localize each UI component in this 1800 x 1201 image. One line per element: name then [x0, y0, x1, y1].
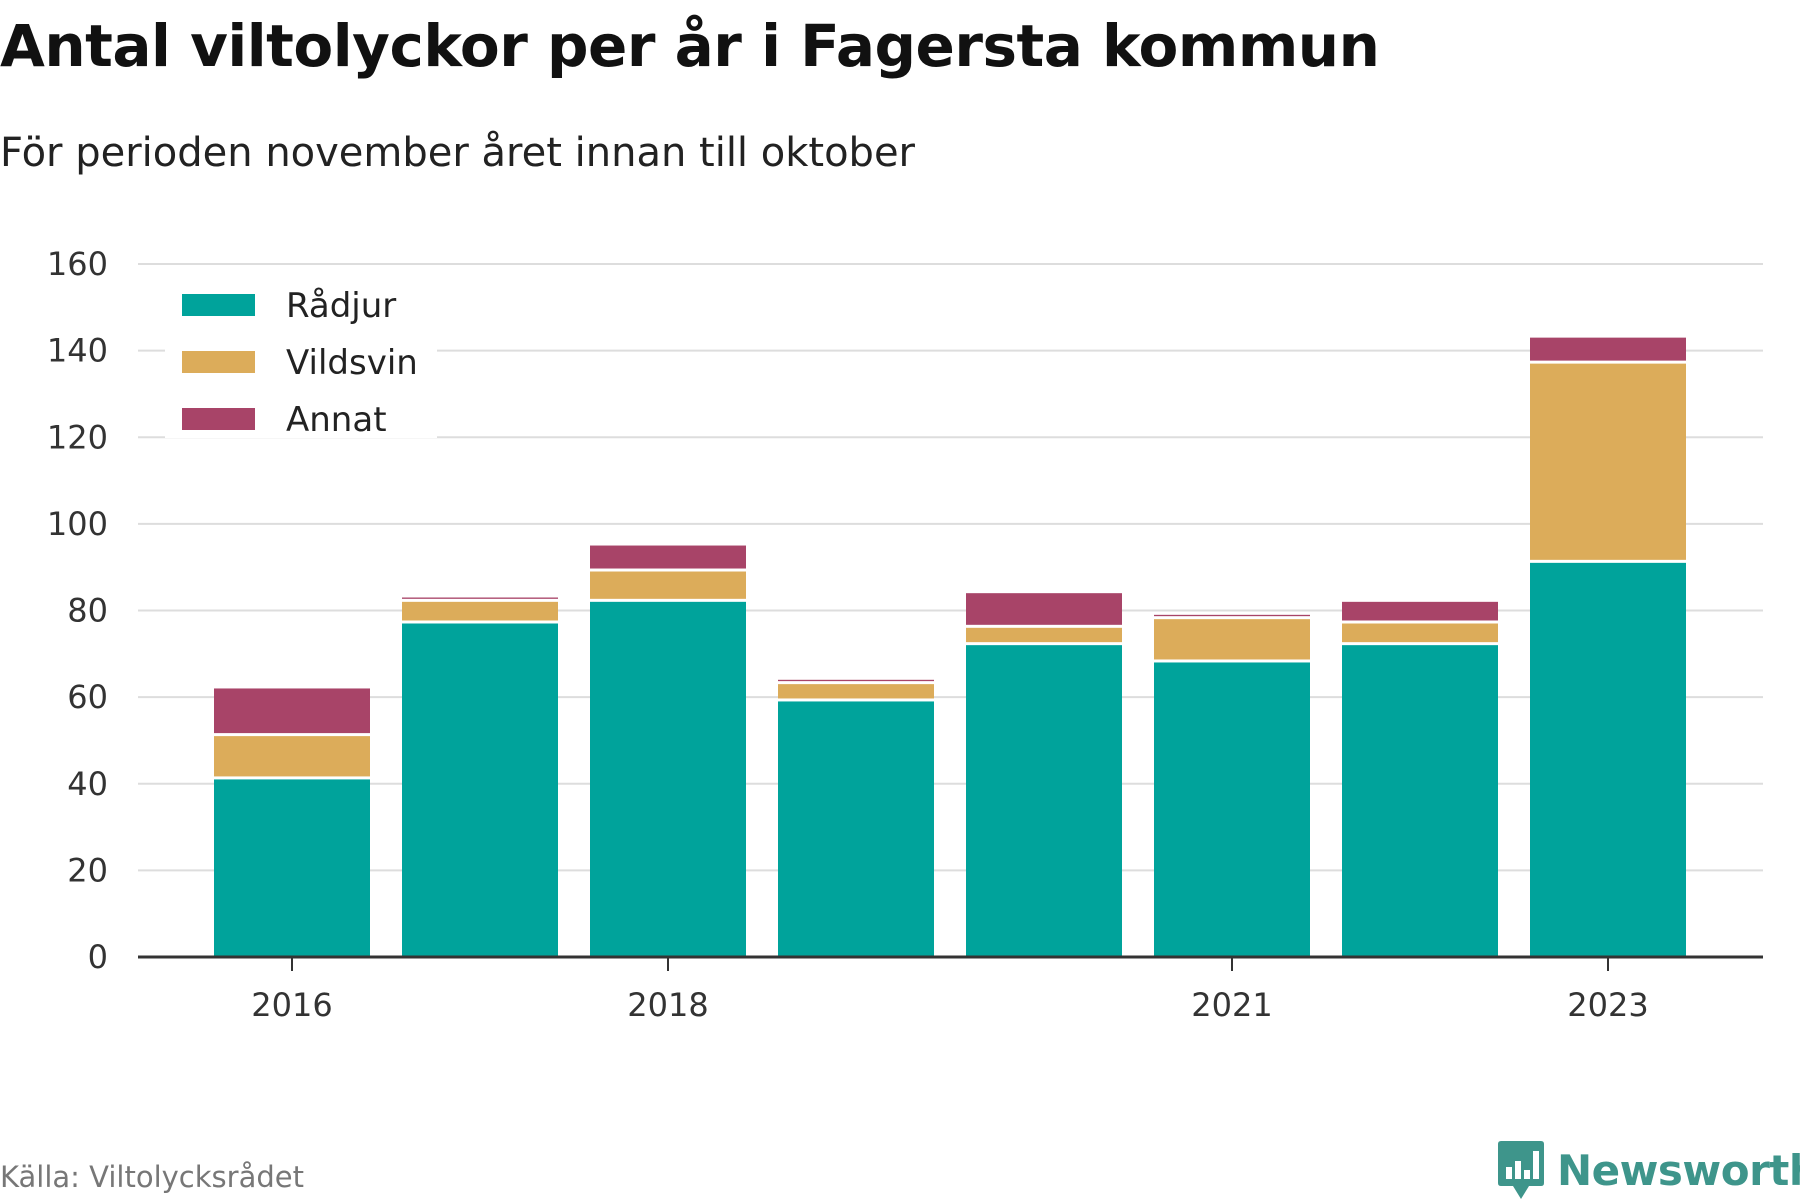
- bar-segment-vildsvin: [214, 736, 370, 777]
- bar-segment-vildsvin: [1342, 623, 1498, 643]
- legend-swatch-vildsvin: [182, 351, 255, 373]
- bar-segment-vildsvin: [778, 684, 934, 699]
- y-tick-label: 80: [67, 592, 108, 630]
- newsworthy-logo-icon: [1498, 1141, 1544, 1199]
- brand: Newsworthy: [1497, 1139, 1800, 1201]
- y-tick-label: 60: [67, 678, 108, 716]
- y-tick-label: 20: [67, 851, 108, 889]
- y-axis-ticks: 0 20 40 60 80 100 120 140 160: [47, 245, 108, 976]
- bar-segment-annat: [214, 688, 370, 734]
- source-note: Källa: Viltolycksrådet: [0, 1160, 304, 1194]
- bar-segment-vildsvin: [1154, 619, 1310, 660]
- bar-segment-rådjur: [402, 623, 558, 957]
- x-tick-label: 2021: [1191, 986, 1272, 1024]
- bar-segment-rådjur: [1342, 645, 1498, 957]
- bar-segment-rådjur: [590, 601, 746, 957]
- bar-segment-annat: [402, 597, 558, 599]
- legend-label-annat: Annat: [286, 400, 387, 440]
- bar-segment-vildsvin: [966, 627, 1122, 643]
- bar-segment-rådjur: [1530, 562, 1686, 957]
- stacked-bar-chart: 0 20 40 60 80 100 120 140 160 2016 2018 2021 2023 R…: [47, 245, 1763, 1024]
- y-tick-label: 120: [47, 418, 108, 456]
- x-tick-label: 2018: [627, 986, 708, 1024]
- brand-name: Newsworthy: [1557, 1145, 1800, 1195]
- y-tick-label: 0: [88, 938, 108, 976]
- x-axis-ticks: 2016 2018 2021 2023: [251, 957, 1649, 1024]
- legend-label-rådjur: Rådjur: [286, 286, 396, 326]
- y-tick-label: 140: [47, 332, 108, 370]
- y-tick-label: 100: [47, 505, 108, 543]
- bar-segment-annat: [590, 545, 746, 569]
- legend: Rådjur Vildsvin Annat: [165, 268, 437, 440]
- legend-swatch-rådjur: [182, 294, 255, 316]
- chart-title: Antal viltolyckor per år i Fagersta komm…: [0, 12, 1380, 80]
- bar-segment-annat: [778, 679, 934, 682]
- bar-segment-rådjur: [966, 645, 1122, 957]
- bar-segment-rådjur: [778, 701, 934, 957]
- y-tick-label: 40: [67, 765, 108, 803]
- bar-segment-rådjur: [1154, 662, 1310, 957]
- bar-segment-vildsvin: [590, 571, 746, 599]
- bar-segment-annat: [1154, 614, 1310, 617]
- y-tick-label: 160: [47, 245, 108, 283]
- chart-subtitle: För perioden november året innan till ok…: [0, 130, 915, 176]
- bar-segment-annat: [966, 593, 1122, 625]
- x-tick-label: 2023: [1567, 986, 1648, 1024]
- legend-label-vildsvin: Vildsvin: [286, 343, 418, 383]
- bars: [214, 337, 1686, 957]
- bar-segment-rådjur: [214, 779, 370, 957]
- bar-segment-vildsvin: [1530, 363, 1686, 560]
- x-tick-label: 2016: [251, 986, 332, 1024]
- bar-segment-vildsvin: [402, 601, 558, 621]
- bar-segment-annat: [1342, 601, 1498, 621]
- bar-segment-annat: [1530, 337, 1686, 361]
- legend-swatch-annat: [182, 408, 255, 430]
